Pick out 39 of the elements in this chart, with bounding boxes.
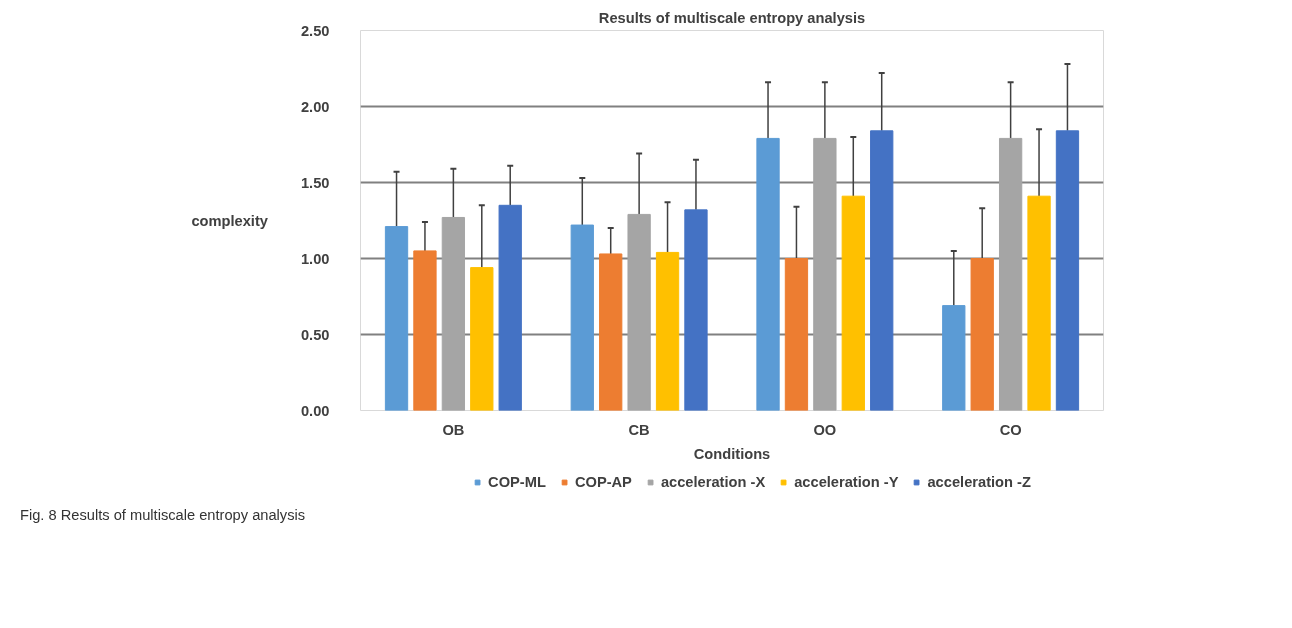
x-tick-label: OO [813, 421, 837, 438]
y-tick-label: 0.00 [300, 402, 330, 419]
bar [870, 130, 894, 411]
caption: Fig. 8 Results of multiscale entropy analysis [20, 506, 306, 525]
x-axis-title: Conditions [693, 445, 771, 462]
bar [1055, 130, 1080, 411]
bar [813, 137, 837, 411]
bar [784, 258, 809, 411]
bar [627, 213, 651, 411]
y-tick-label: 2.00 [300, 98, 330, 115]
bar [970, 258, 994, 411]
y-tick-label: 1.50 [300, 174, 330, 191]
x-tick-label: OB [442, 421, 465, 438]
legend-label: acceleration -Z [927, 474, 1031, 490]
y-tick-label: 1.00 [300, 250, 330, 267]
bar [684, 209, 708, 411]
bar [1027, 195, 1051, 411]
x-tick-label: CO [999, 421, 1022, 438]
bar [441, 216, 466, 411]
bar [756, 137, 780, 411]
legend-label: acceleration -X [660, 474, 766, 490]
bar [570, 224, 594, 411]
y-tick-label: 2.50 [300, 22, 330, 39]
y-tick-label: 0.50 [300, 326, 330, 343]
legend-label: COP-ML [488, 474, 546, 490]
x-tick-label: CB [628, 421, 650, 438]
bar [470, 267, 494, 411]
bar [599, 253, 623, 411]
bar [498, 204, 522, 411]
y-axis-title: complexity [191, 212, 269, 229]
bar [655, 251, 680, 411]
bar [942, 305, 966, 411]
bar [841, 195, 865, 411]
legend-label: COP-AP [574, 474, 632, 490]
bar [413, 250, 437, 411]
chart-title: Results of multiscale entropy analysis [598, 9, 866, 26]
legend-label: acceleration -Y [794, 474, 899, 490]
bar [998, 137, 1023, 411]
bar [384, 226, 409, 411]
